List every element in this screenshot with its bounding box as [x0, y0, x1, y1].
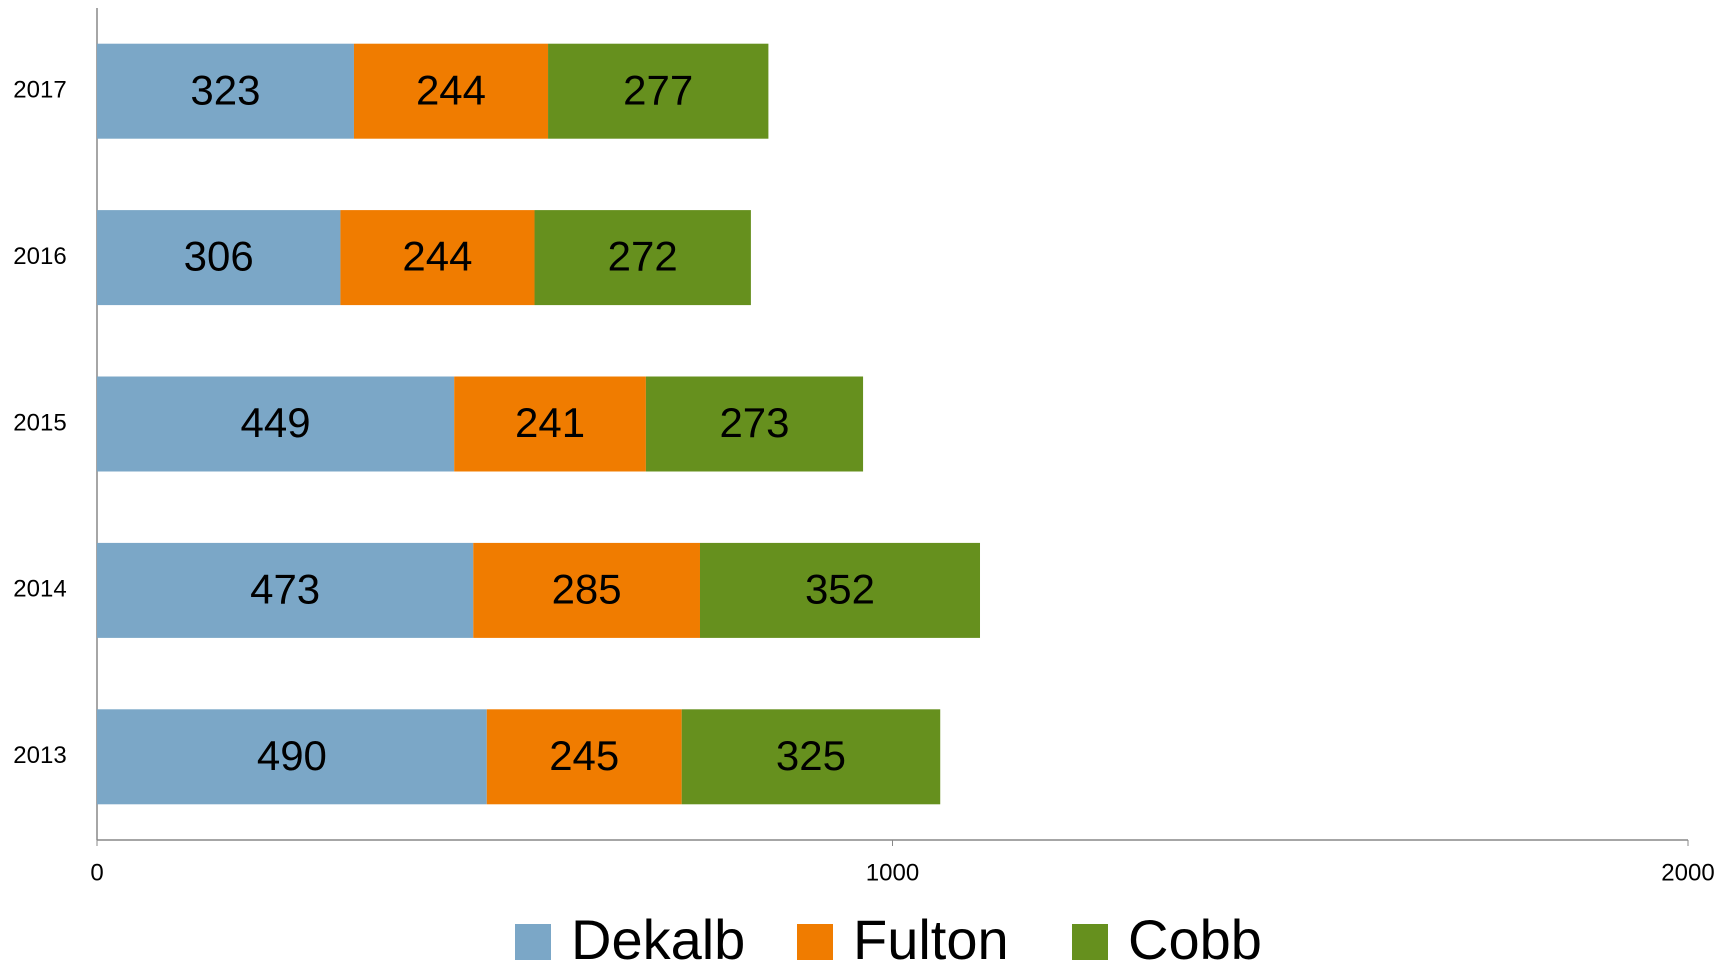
bar-segment [97, 376, 455, 472]
value-label: 449 [241, 399, 311, 446]
legend-swatch [797, 924, 833, 960]
value-label: 285 [552, 565, 622, 612]
x-tick-label: 0 [90, 859, 103, 886]
value-label: 244 [402, 233, 472, 280]
value-label: 277 [623, 66, 693, 113]
value-label: 473 [250, 565, 320, 612]
y-tick-label: 2015 [13, 409, 66, 436]
bar-segment [534, 210, 751, 306]
bar-segment [454, 376, 646, 472]
bar-segment [473, 542, 700, 638]
legend-swatch [1072, 924, 1108, 960]
bar-segment [340, 210, 535, 306]
y-tick-label: 2013 [13, 742, 66, 769]
bar-segment [681, 709, 941, 805]
value-label: 325 [776, 732, 846, 779]
value-label: 352 [805, 565, 875, 612]
value-label: 323 [190, 66, 260, 113]
x-tick-label: 1000 [866, 859, 919, 886]
value-label: 273 [719, 399, 789, 446]
value-label: 272 [608, 233, 678, 280]
legend-label: Dekalb [571, 908, 745, 962]
value-label: 245 [549, 732, 619, 779]
y-tick-label: 2017 [13, 77, 66, 104]
bar-segment [645, 376, 864, 472]
x-tick-label: 2000 [1661, 859, 1714, 886]
bar-segment [97, 43, 354, 139]
y-tick-label: 2016 [13, 243, 66, 270]
bar-segment [97, 210, 341, 306]
legend-label: Cobb [1128, 908, 1262, 962]
bar-segment [486, 709, 682, 805]
value-label: 241 [515, 399, 585, 446]
bar-segment [699, 542, 981, 638]
bar-segment [97, 709, 487, 805]
y-tick-label: 2014 [13, 576, 66, 603]
bar-segment [548, 43, 769, 139]
bar-segment [97, 542, 474, 638]
value-label: 490 [257, 732, 327, 779]
bar-segment [353, 43, 549, 139]
legend-label: Fulton [853, 908, 1009, 962]
legend-swatch [515, 924, 551, 960]
value-label: 244 [416, 66, 486, 113]
value-label: 306 [184, 233, 254, 280]
